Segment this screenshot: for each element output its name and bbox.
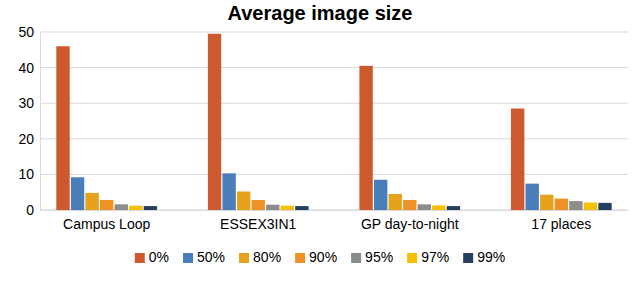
bar	[100, 200, 113, 210]
bar	[56, 46, 69, 210]
y-tick-label: 30	[18, 95, 34, 111]
y-tick-label: 0	[26, 202, 34, 218]
bar	[598, 203, 611, 210]
series	[56, 34, 524, 210]
legend-entry: 50%	[183, 249, 225, 265]
bar	[511, 109, 524, 210]
x-tick-label: 17 places	[531, 216, 591, 232]
bar	[526, 184, 539, 210]
x-tick-label: Campus Loop	[63, 216, 150, 232]
series	[85, 191, 553, 210]
legend: 0% 50% 80% 90% 95% 97% 99%	[135, 249, 505, 265]
y-tick-label: 50	[18, 24, 34, 40]
legend-label: 95%	[365, 249, 393, 265]
grid-line	[40, 210, 628, 211]
bar	[281, 206, 294, 210]
x-tick: 17 places	[531, 210, 591, 232]
bar	[266, 205, 279, 210]
legend-swatch	[351, 253, 361, 263]
bar	[359, 66, 372, 210]
bar	[418, 204, 431, 210]
series	[115, 201, 583, 210]
bar	[295, 206, 308, 210]
bar	[208, 34, 221, 210]
legend-label: 99%	[477, 249, 505, 265]
legend-label: 0%	[149, 249, 169, 265]
grid-line	[40, 174, 628, 175]
bar	[403, 200, 416, 210]
bar	[540, 195, 553, 210]
bar	[71, 177, 84, 210]
bar	[374, 180, 387, 210]
legend-swatch	[463, 253, 473, 263]
y-tick: 40	[18, 60, 40, 76]
x-tick: GP day-to-night	[361, 210, 459, 232]
grid-line	[40, 32, 628, 33]
bar	[252, 200, 265, 210]
y-axis: 0 10 20 30 40 50	[18, 24, 40, 218]
legend-swatch	[135, 253, 145, 263]
y-tick: 0	[26, 202, 40, 218]
legend-entry: 99%	[463, 249, 505, 265]
bar	[447, 206, 460, 210]
x-tick-label: GP day-to-night	[361, 216, 459, 232]
grid-line	[40, 103, 628, 104]
grid-line	[40, 67, 628, 68]
bar	[569, 201, 582, 210]
y-tick: 10	[18, 166, 40, 182]
grid-line	[40, 138, 628, 139]
y-tick: 50	[18, 24, 40, 40]
x-tick: ESSEX3IN1	[220, 210, 296, 232]
title: Average image size	[228, 2, 413, 24]
legend-swatch	[183, 253, 193, 263]
bar	[584, 203, 597, 210]
y-tick-label: 40	[18, 60, 34, 76]
legend-label: 50%	[197, 249, 225, 265]
bar	[432, 205, 445, 210]
y-axis-line	[40, 33, 41, 211]
legend-swatch	[407, 253, 417, 263]
y-tick: 30	[18, 95, 40, 111]
bar	[115, 204, 128, 210]
legend-entry: 90%	[295, 249, 337, 265]
x-tick: Campus Loop	[63, 210, 150, 232]
x-axis: Campus Loop ESSEX3IN1 GP day-to-night 17 pl…	[41, 210, 629, 232]
legend-swatch	[295, 253, 305, 263]
x-tick-label: ESSEX3IN1	[220, 216, 296, 232]
y-tick: 20	[18, 131, 40, 147]
legend-label: 80%	[253, 249, 281, 265]
series	[129, 203, 597, 210]
bar	[85, 193, 98, 210]
legend-swatch	[239, 253, 249, 263]
legend-entry: 97%	[407, 249, 449, 265]
legend-label: 97%	[421, 249, 449, 265]
series	[71, 173, 539, 210]
plot: 0 10 20 30 40 50 Campus Loop ESSEX3IN1 GP day-to…	[18, 24, 628, 232]
bars	[56, 34, 611, 210]
y-tick-label: 10	[18, 166, 34, 182]
series	[144, 203, 612, 210]
bar	[237, 191, 250, 210]
series	[100, 199, 568, 210]
legend-label: 90%	[309, 249, 337, 265]
bar	[222, 173, 235, 210]
bar	[144, 206, 157, 210]
bar	[555, 199, 568, 210]
y-tick-label: 20	[18, 131, 34, 147]
bar	[389, 194, 402, 210]
bar	[129, 206, 142, 210]
grid	[40, 32, 628, 210]
legend-entry: 0%	[135, 249, 169, 265]
legend-entry: 95%	[351, 249, 393, 265]
chart: Average image size 0 10 20 30 40 50 Campus Loop…	[0, 0, 640, 290]
legend-entry: 80%	[239, 249, 281, 265]
x-axis-line	[41, 210, 629, 211]
